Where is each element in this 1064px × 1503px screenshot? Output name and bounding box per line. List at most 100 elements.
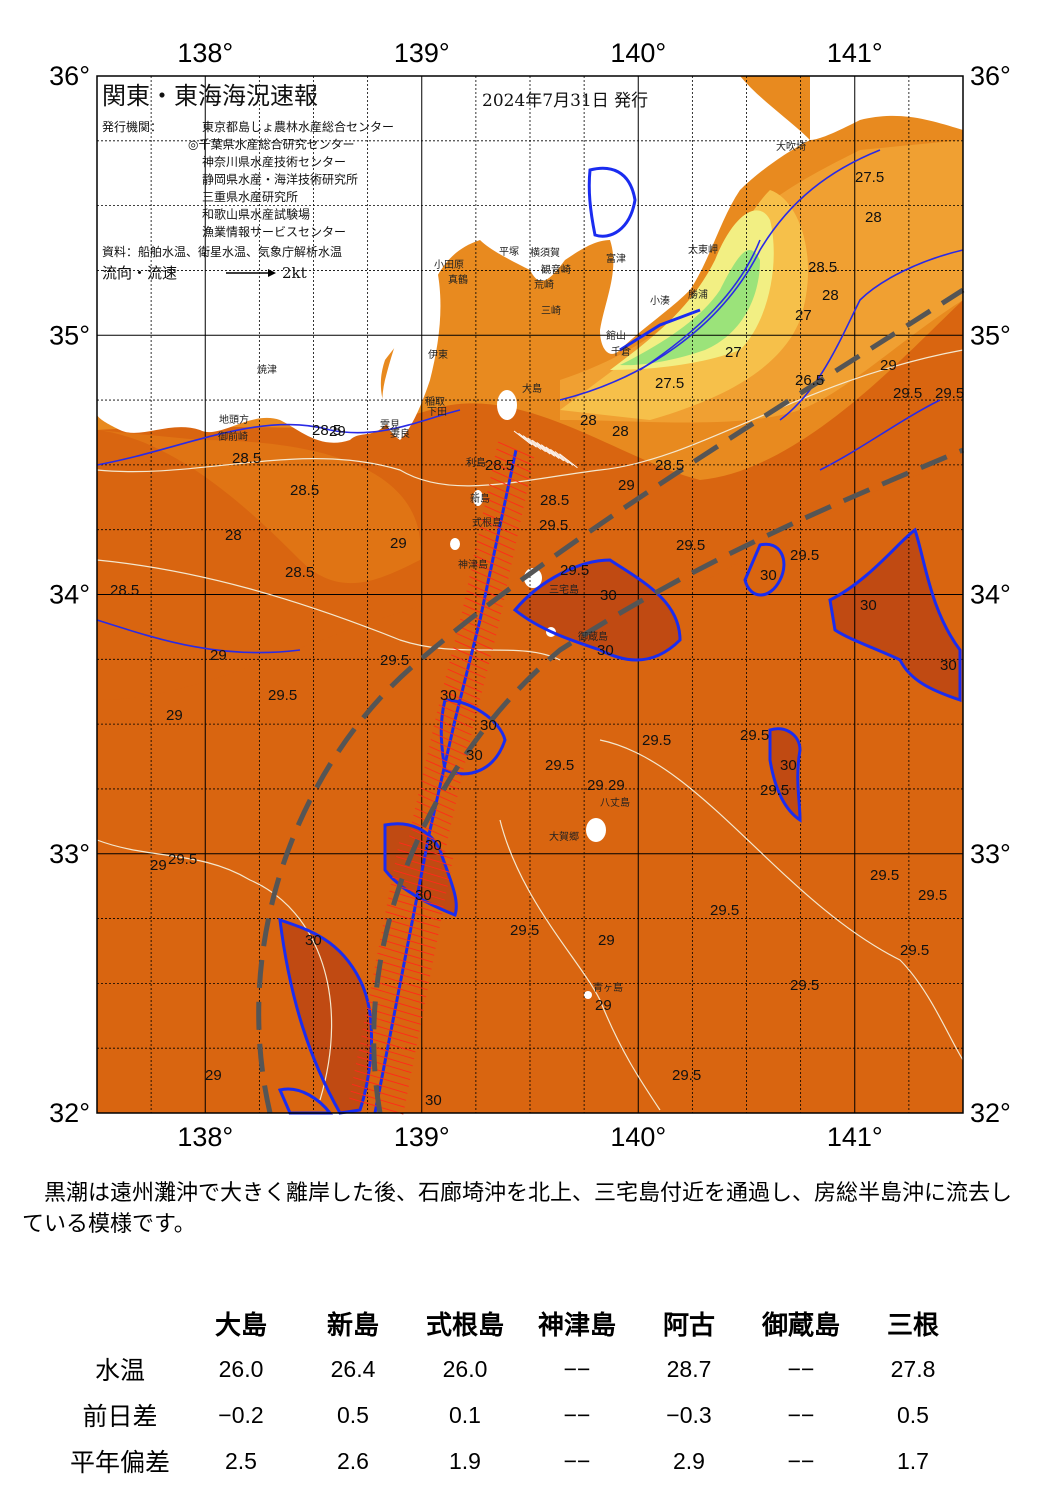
place-name: 焼津 xyxy=(257,364,277,376)
current-arrow xyxy=(421,780,458,798)
current-arrow-cold xyxy=(545,446,565,462)
axis-branch xyxy=(619,308,701,352)
isotherm-label: 27.5 xyxy=(855,169,884,186)
isotherm-label: 30 xyxy=(415,887,432,904)
isotherm-label: 29.5 xyxy=(870,867,899,884)
island-hachijojima xyxy=(586,818,606,842)
current-arrow xyxy=(433,725,471,743)
current-arrow xyxy=(463,604,500,622)
flow-legend-arrow-icon xyxy=(226,269,276,277)
kuroshio-front-dashed xyxy=(256,287,965,1114)
isotherm-label: 28 xyxy=(865,209,882,226)
lon-label-top: 140° xyxy=(610,38,666,68)
place-name: 荒崎 xyxy=(534,278,554,291)
table-cell: −− xyxy=(787,1355,815,1382)
current-arrow-cold xyxy=(540,444,560,459)
current-arrow-cold xyxy=(554,451,574,466)
current-arrow xyxy=(458,625,495,643)
lon-label-bottom: 139° xyxy=(394,1122,450,1152)
place-name: 御前崎 xyxy=(218,430,248,443)
current-arrow xyxy=(358,1049,413,1067)
current-arrow xyxy=(429,745,466,763)
isotherm-label: 28 xyxy=(612,423,629,440)
current-arrow xyxy=(357,1056,412,1074)
current-arrow xyxy=(409,835,446,853)
isotherm-label: 28 xyxy=(822,287,839,304)
isotherm-label: 29.5 xyxy=(539,517,568,534)
isotherm-label: 29.5 xyxy=(510,922,539,939)
isotherm-label: 29 xyxy=(595,997,612,1014)
issuer-item: 三重県水産研究所 xyxy=(202,189,298,204)
place-name: 平塚 xyxy=(499,246,519,258)
current-arrow xyxy=(385,911,440,929)
place-name: 新島 xyxy=(470,492,490,505)
isotherm-label: 29.5 xyxy=(168,851,197,868)
table-cell: 2.9 xyxy=(673,1447,705,1474)
island-aogashima xyxy=(584,991,592,999)
place-name: 横須賀 xyxy=(530,246,560,259)
table-cell: 0.5 xyxy=(897,1401,929,1428)
isotherm-label: 30 xyxy=(480,717,497,734)
current-arrow xyxy=(487,491,524,508)
current-arrow xyxy=(386,904,442,922)
row-header: 水温 xyxy=(94,1356,145,1385)
table-cell: −0.3 xyxy=(666,1401,712,1428)
table-cell: 26.0 xyxy=(442,1355,488,1382)
isotherm-label: 28.5 xyxy=(110,582,139,599)
place-name: 館山 xyxy=(606,329,626,342)
current-arrow-cold xyxy=(513,430,533,446)
col-header: 御蔵島 xyxy=(761,1310,840,1341)
isotherm-label: 28 xyxy=(580,412,597,429)
isotherm-label: 29 xyxy=(608,777,625,794)
current-arrow xyxy=(393,869,448,887)
sst-29-region-west xyxy=(97,430,421,584)
land-izu-peninsula xyxy=(382,260,441,440)
table-cell: 1.7 xyxy=(897,1447,929,1474)
current-arrow xyxy=(359,1042,415,1060)
current-arrow xyxy=(472,562,509,579)
current-arrow xyxy=(353,1076,408,1094)
place-name: 大島 xyxy=(522,382,542,395)
isotherm-label: 29.5 xyxy=(672,1067,701,1084)
table-cell: 26.0 xyxy=(218,1355,264,1382)
current-arrow xyxy=(384,918,439,936)
current-arrow xyxy=(488,484,526,501)
isotherm-label: 27.5 xyxy=(655,375,684,392)
isotherm-label: 29.5 xyxy=(935,385,964,402)
current-arrow xyxy=(419,787,456,805)
place-name: 式根島 xyxy=(472,516,502,529)
place-name: 稲取 xyxy=(425,396,445,408)
issuer-item: 漁業情報サービスセンター xyxy=(202,225,346,239)
issuer-item: 神奈川県水産技術センター xyxy=(202,154,346,169)
current-arrow xyxy=(456,633,493,650)
current-arrow xyxy=(424,766,461,784)
isotherm-label: 26.5 xyxy=(795,372,824,389)
isotherm-label: 29.5 xyxy=(560,562,589,579)
isotherm-label: 30 xyxy=(780,757,797,774)
axis-labels: 138° 138° 139° 139° 140° 140° 141° 141° 36° 36° 35… xyxy=(49,38,1011,1152)
isotherm-label: 29.5 xyxy=(760,782,789,799)
current-arrow-cold xyxy=(536,442,556,457)
land-honshu-west xyxy=(97,76,480,443)
isotherm-label: 29 xyxy=(150,857,167,874)
warm-core-southeast xyxy=(770,728,800,820)
current-arrow xyxy=(413,814,450,832)
isotherm-label: 29.5 xyxy=(900,942,929,959)
current-arrow xyxy=(469,576,506,593)
current-arrow xyxy=(445,675,483,693)
place-name: 妻良 xyxy=(390,427,410,440)
table-cell: −0.2 xyxy=(218,1401,264,1428)
isotherm-label: 29.5 xyxy=(710,902,739,919)
current-arrow xyxy=(430,739,467,756)
current-arrow xyxy=(378,945,433,963)
current-arrow xyxy=(466,590,503,608)
table-cell: −− xyxy=(563,1447,591,1474)
isotherm-label: 30 xyxy=(425,1092,442,1109)
table-cell: −− xyxy=(563,1401,591,1428)
sst-table: 大島 新島 式根島 神津島 阿古 御蔵島 三根 水温 26.0 26.4 26.0 −−… xyxy=(55,1300,969,1484)
island-shikinejima xyxy=(450,538,460,550)
current-arrow xyxy=(414,807,452,825)
current-arrow xyxy=(436,711,474,729)
summary-text: 黒潮は遠州灘沖で大きく離岸した後、石廊埼沖を北上、三宅島付近を通過し、房総半島沖… xyxy=(22,1181,1013,1237)
current-arrow xyxy=(493,462,530,480)
